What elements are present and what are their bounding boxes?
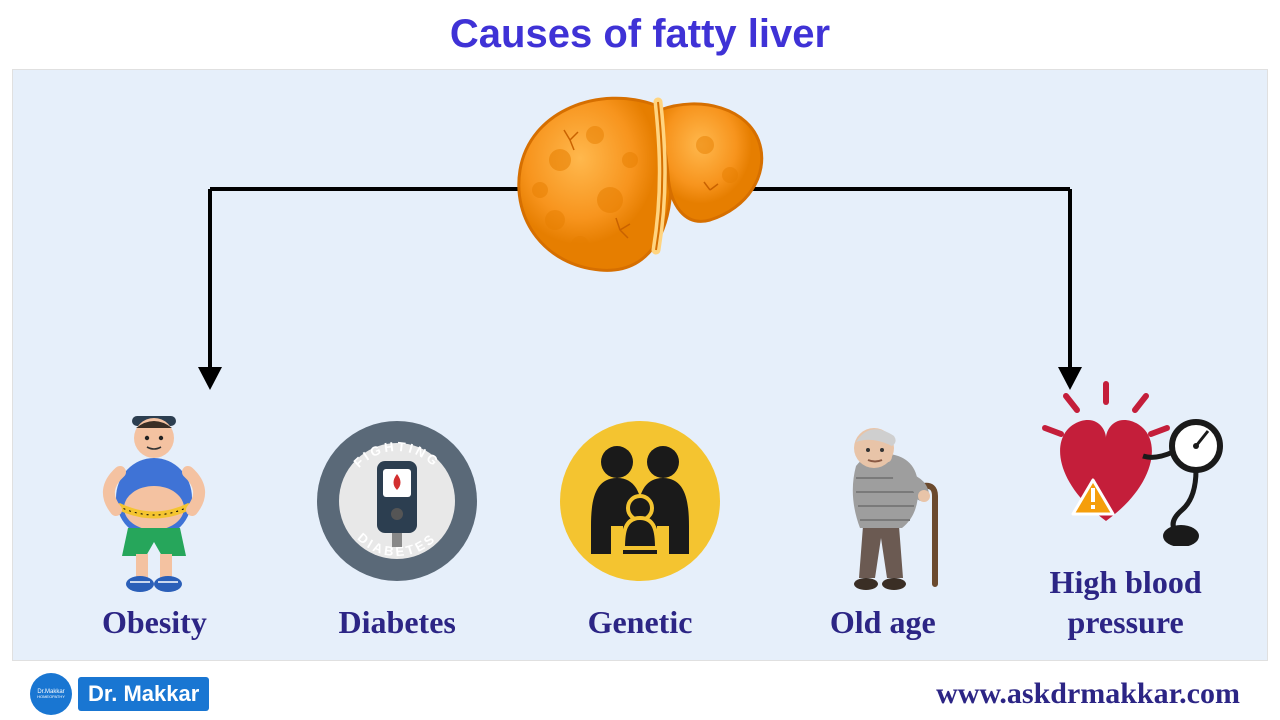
page-title: Causes of fatty liver [0,0,1280,57]
cause-oldage: Old age [773,416,993,642]
liver-icon [500,80,780,295]
causes-row: Obesity FIGHTING DIABETES [13,376,1267,642]
obesity-icon [84,416,224,586]
oldage-icon [808,416,958,586]
website-url: www.askdrmakkar.com [936,677,1240,711]
cause-diabetes: FIGHTING DIABETES Diabetes [287,416,507,642]
cause-label-diabetes: Diabetes [339,602,456,642]
logo-circle-bottom: HOMEOPATHY [37,695,65,699]
cause-hbp: High blood pressure [1016,376,1236,642]
logo-group: Dr.Makkar HOMEOPATHY Dr. Makkar [30,673,209,715]
cause-label-oldage: Old age [830,602,936,642]
content-panel: Obesity FIGHTING DIABETES [12,69,1268,661]
genetic-icon [555,416,725,586]
cause-label-hbp: High blood pressure [1016,562,1236,642]
hbp-icon [1021,376,1231,546]
cause-label-obesity: Obesity [102,602,207,642]
footer: Dr.Makkar HOMEOPATHY Dr. Makkar www.askd… [0,668,1280,720]
cause-genetic: Genetic [530,416,750,642]
logo-circle: Dr.Makkar HOMEOPATHY [30,673,72,715]
logo-rect: Dr. Makkar [78,677,209,711]
diabetes-icon: FIGHTING DIABETES [312,416,482,586]
cause-label-genetic: Genetic [588,602,693,642]
cause-obesity: Obesity [44,416,264,642]
